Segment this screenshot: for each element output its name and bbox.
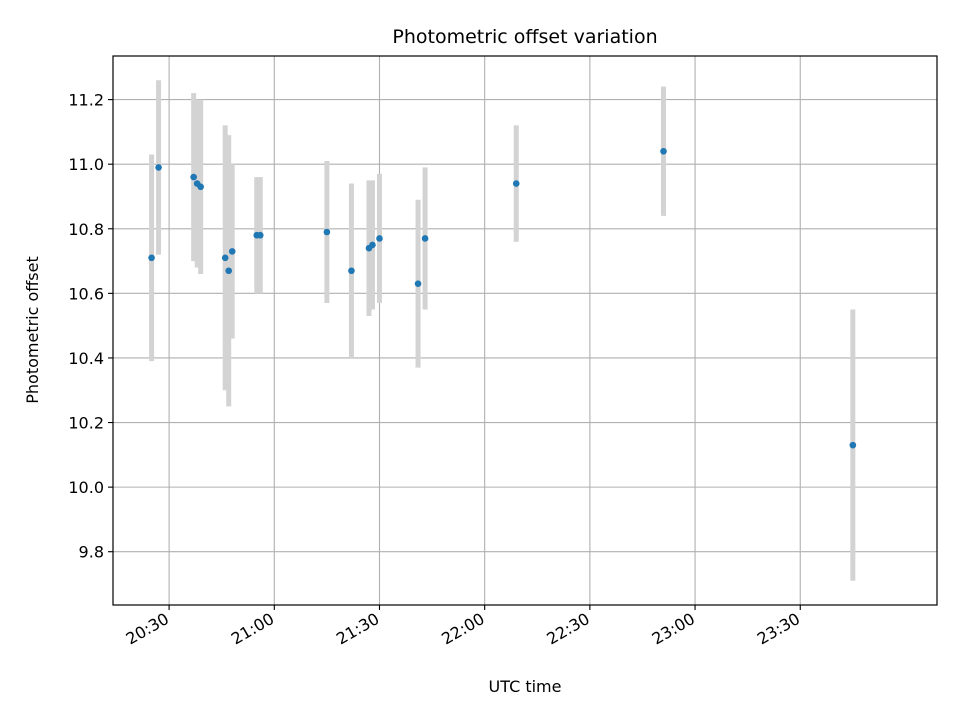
y-tick-label: 11.2: [68, 91, 104, 110]
data-point: [376, 235, 383, 242]
y-tick-label: 10.4: [68, 349, 104, 368]
chart-title: Photometric offset variation: [392, 26, 657, 48]
y-tick-label: 10.6: [68, 284, 104, 303]
y-tick-label: 10.8: [68, 220, 104, 239]
data-point: [369, 241, 376, 249]
y-axis-ticks: 9.8 10.0 10.2 10.4 10.6 10.8 11.0 11.2: [68, 91, 113, 562]
y-axis-label: Photometric offset: [23, 256, 42, 404]
data-point: [323, 228, 331, 236]
data-point: [849, 441, 857, 449]
data-points: [148, 147, 857, 449]
data-point: [190, 173, 197, 181]
x-axis-label: UTC time: [489, 677, 562, 696]
data-point: [660, 147, 667, 155]
data-point: [221, 254, 229, 262]
y-tick-label: 11.0: [68, 155, 104, 174]
y-tick-label: 9.8: [79, 543, 104, 562]
data-point: [414, 280, 422, 287]
data-point: [228, 248, 236, 255]
data-point: [256, 231, 264, 239]
data-point: [512, 180, 520, 187]
data-point: [421, 235, 429, 242]
grid: [113, 56, 937, 605]
plot-frame: [112, 55, 938, 606]
data-point: [348, 267, 355, 275]
data-point: [225, 267, 233, 275]
y-tick-label: 10.0: [68, 478, 104, 497]
y-tick-label: 10.2: [68, 414, 104, 433]
data-point: [197, 183, 204, 191]
data-point: [155, 164, 162, 171]
data-point: [148, 254, 155, 262]
